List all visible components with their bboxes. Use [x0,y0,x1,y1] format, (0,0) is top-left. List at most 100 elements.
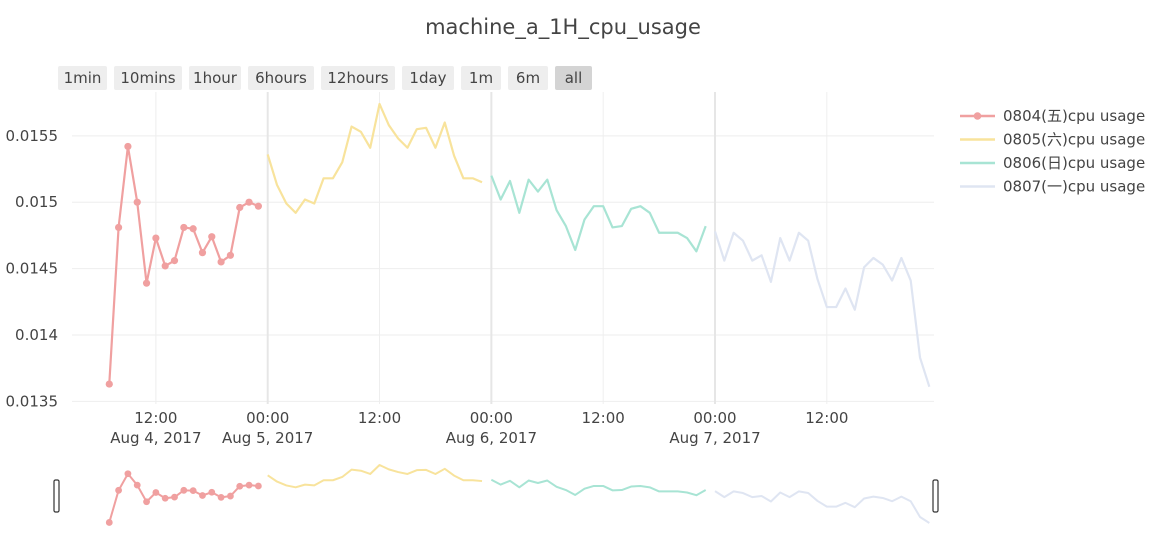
series-point [142,279,151,287]
x-tick-label: 00:00 [693,409,736,427]
range-button-1day[interactable]: 1day [402,66,454,90]
slider-series-line-2 [490,478,707,497]
slider-series-point [152,489,160,496]
range-button-bg[interactable] [189,66,241,90]
range-button-bg[interactable] [248,66,314,90]
slider-series-point [254,482,262,490]
legend-label: 0807(一)cpu usage [1003,178,1145,196]
range-button-1min[interactable]: 1min [58,66,107,90]
slider-series-point [161,494,169,502]
series-line-1 [266,102,483,214]
legend-item[interactable]: 0806(日)cpu usage [960,154,1145,172]
y-tick-label: 0.0155 [6,127,59,145]
series-point [114,223,123,232]
y-tick-label: 0.015 [15,193,58,211]
legend-item[interactable]: 0807(一)cpu usage [960,178,1145,196]
range-button-1m[interactable]: 1m [461,66,501,90]
slider-series-point [199,492,206,499]
slider-handle-right[interactable] [932,479,939,513]
range-selector: 1min 10mins 1hour 6hours 12hours 1day 1m 6m all [58,66,592,90]
range-button-bg[interactable] [461,66,501,90]
slider-series-line-3 [714,490,930,524]
slider-series-line-1 [267,464,483,489]
x-tick-date-label: Aug 4, 2017 [110,429,201,447]
slider-series-point [217,494,225,501]
legend-marker [973,112,982,120]
range-button-label[interactable]: 1m [469,69,493,87]
series-point [254,202,262,210]
range-button-label[interactable]: 1day [409,69,446,87]
slider-series-point [115,486,122,494]
x-tick-label: 12:00 [134,409,177,427]
range-button-12hours[interactable]: 12hours [321,66,395,90]
slider-series-point [180,486,188,494]
series-line-2 [490,175,707,253]
x-axis: 12:00 Aug 4, 2017 00:00 Aug 5, 2017 12:00 00:… [110,409,848,447]
range-slider[interactable] [53,464,939,526]
x-tick-date-label: Aug 6, 2017 [446,429,537,447]
y-tick-label: 0.0135 [6,392,59,410]
range-button-10mins[interactable]: 10mins [114,66,182,90]
range-button-6m[interactable]: 6m [508,66,548,90]
legend-item[interactable]: 0804(五)cpu usage [960,107,1145,125]
series-point [152,234,160,242]
series-point [133,198,141,206]
range-button-label[interactable]: 1hour [193,69,238,87]
range-button-6hours[interactable]: 6hours [248,66,314,90]
range-button-bg[interactable] [555,66,592,90]
grid [72,92,934,404]
series-point [208,233,216,241]
range-button-label[interactable]: all [565,69,583,87]
slider-series-point [245,481,253,489]
range-button-bg[interactable] [402,66,454,90]
series-point [245,198,253,206]
y-tick-label: 0.014 [15,326,58,344]
range-button-bg[interactable] [58,66,107,90]
slider-series-point [189,487,197,494]
series-point [161,262,169,270]
slider-series-line-0 [108,472,259,523]
range-button-label[interactable]: 6m [516,69,540,87]
range-button-label[interactable]: 1min [64,69,102,87]
range-button-1hour[interactable]: 1hour [189,66,241,90]
series-point [105,380,113,388]
range-button-bg[interactable] [114,66,182,90]
x-tick-label: 12:00 [805,409,848,427]
series-point [180,223,188,232]
legend-label: 0804(五)cpu usage [1003,107,1145,125]
x-tick-label: 12:00 [582,409,625,427]
slider-series-point [124,470,132,478]
legend-item[interactable]: 0805(六)cpu usage [960,131,1145,149]
range-button-label[interactable]: 12hours [327,69,388,87]
slider-series-point [143,498,150,506]
plot-area[interactable] [105,102,931,388]
y-tick-label: 0.0145 [6,260,59,278]
x-tick-label: 12:00 [358,409,401,427]
range-button-label[interactable]: 10mins [120,69,175,87]
range-button-all[interactable]: all [555,66,592,90]
slider-series-point [171,493,178,501]
series-point [198,249,207,257]
x-tick-date-label: Aug 7, 2017 [669,429,760,447]
x-tick-label: 00:00 [246,409,289,427]
x-tick-label: 00:00 [470,409,513,427]
y-axis: 0.0135 0.014 0.0145 0.015 0.0155 [6,127,59,411]
slider-series-point [133,481,141,489]
series-point [217,258,225,266]
series-point [124,142,132,151]
slider-series-point [208,488,216,496]
slider-handle-left[interactable] [53,479,60,513]
legend-label: 0805(六)cpu usage [1003,131,1145,149]
legend: 0804(五)cpu usage 0805(六)cpu usage 0806(日)c… [960,107,1145,196]
range-button-bg[interactable] [508,66,548,90]
legend-label: 0806(日)cpu usage [1003,154,1145,172]
range-button-bg[interactable] [321,66,395,90]
series-point [226,251,235,259]
chart-title: machine_a_1H_cpu_usage [425,15,701,40]
x-tick-date-label: Aug 5, 2017 [222,429,313,447]
series-point [189,225,197,233]
range-button-label[interactable]: 6hours [255,69,307,87]
series-point [170,257,179,265]
slider-series-point [227,492,234,500]
